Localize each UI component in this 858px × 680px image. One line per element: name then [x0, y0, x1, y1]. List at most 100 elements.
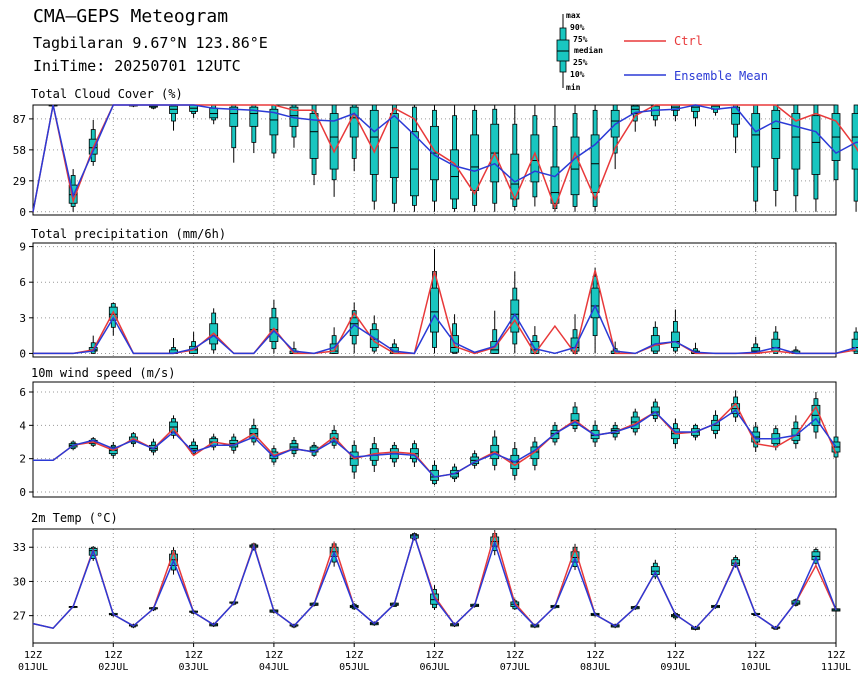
box-plot	[530, 105, 540, 207]
x-tick-hour: 12Z	[265, 650, 283, 661]
box-25-75	[108, 306, 118, 321]
y-tick-label: 58	[13, 144, 26, 157]
ensemble-mean-line	[32, 533, 837, 630]
x-tick-date: 08JUL	[580, 662, 610, 673]
box-series	[68, 530, 841, 631]
box-25-75	[269, 108, 279, 136]
legend-box-label: median	[574, 45, 603, 55]
y-tick-label: 27	[13, 610, 26, 623]
box-25-75	[851, 338, 858, 352]
panel-title: 2m Temp (°C)	[31, 511, 118, 525]
legend-box-label: 90%	[570, 23, 585, 32]
x-tick-date: 03JUL	[179, 662, 209, 673]
box-plot	[369, 104, 379, 210]
box-25-75	[751, 113, 761, 168]
x-tick-date: 04JUL	[259, 662, 289, 673]
box-25-75	[851, 113, 858, 170]
box-plot	[791, 104, 801, 212]
x-tick-hour: 12Z	[185, 650, 203, 661]
box-25-75	[430, 287, 439, 333]
box-plot	[289, 437, 299, 457]
box-plot	[550, 105, 560, 212]
y-tick-label: 9	[19, 241, 26, 254]
x-tick-hour: 12Z	[747, 650, 765, 661]
box-plot	[650, 104, 660, 127]
box-plot	[570, 402, 580, 432]
box-25-75	[309, 113, 319, 159]
box-25-75	[630, 105, 640, 114]
box-plot	[711, 410, 720, 439]
box-25-75	[510, 299, 520, 333]
box-plot	[189, 104, 199, 118]
box-plot	[349, 440, 359, 479]
x-tick-date: 06JUL	[419, 662, 449, 673]
box-plot	[169, 104, 178, 131]
y-tick-label: 6	[19, 276, 26, 289]
box-25-75	[570, 136, 580, 196]
x-tick-date: 01JUL	[18, 662, 48, 673]
box-plot	[249, 104, 259, 154]
y-tick-label: 29	[13, 175, 26, 188]
ctrl-line	[33, 270, 857, 356]
box-plot	[430, 105, 439, 212]
box-25-75	[169, 105, 178, 114]
box-25-75	[249, 106, 259, 127]
box-series	[88, 248, 858, 354]
x-tick-hour: 12Z	[586, 650, 604, 661]
y-tick-label: 0	[19, 206, 26, 219]
box-plot	[751, 104, 761, 212]
box-25-75	[771, 338, 781, 352]
box-25-75	[369, 109, 379, 175]
panel-4: 2m Temp (°C) 27 30 33	[13, 511, 841, 644]
box-plot	[289, 104, 299, 148]
box-25-75	[430, 469, 439, 481]
panel-2: Total precipitation (mm/6h) 0 3 6 9	[19, 227, 858, 360]
legend-box-label: max	[566, 11, 581, 20]
box-plot	[610, 104, 620, 170]
box-plot	[711, 104, 720, 116]
panels: Total Cloud Cover (%) 0 29 58 87 Total precip…	[13, 87, 858, 644]
box-plot	[831, 104, 841, 196]
box-plot	[771, 104, 781, 207]
ensemble-mean-line	[33, 409, 837, 478]
x-tick-date: 07JUL	[500, 662, 530, 673]
panel-1: Total Cloud Cover (%) 0 29 58 87	[13, 87, 858, 219]
box-plot	[269, 104, 279, 159]
box-plot	[269, 300, 279, 354]
y-tick-label: 0	[19, 347, 26, 360]
box-plot	[369, 315, 379, 354]
y-tick-label: 4	[19, 419, 26, 432]
box-plot	[610, 422, 620, 441]
box-plot	[691, 104, 700, 127]
box-25-75	[811, 115, 821, 175]
box-25-75	[470, 134, 480, 191]
init-time-label: IniTime: 20250701 12UTC	[33, 57, 241, 75]
y-tick-label: 87	[13, 113, 26, 126]
box-25-75	[349, 106, 359, 138]
box-plot	[510, 271, 520, 354]
y-tick-label: 33	[13, 541, 26, 554]
panel-3: 10m wind speed (m/s) 0 2 4 6	[19, 366, 841, 499]
box-25-75	[530, 134, 540, 183]
box-plot	[430, 248, 439, 354]
x-tick-hour: 12Z	[666, 650, 684, 661]
ensemble-mean-line	[32, 104, 858, 212]
x-tick-date: 05JUL	[339, 662, 369, 673]
box-25-75	[329, 113, 339, 170]
x-tick-hour: 12Z	[24, 650, 42, 661]
x-tick-hour: 12Z	[345, 650, 363, 661]
x-tick-hour: 12Z	[506, 650, 524, 661]
panel-title: Total precipitation (mm/6h)	[31, 227, 226, 241]
legend-box-label: 25%	[573, 58, 588, 67]
panel-frame	[32, 242, 837, 358]
panel-title: Total Cloud Cover (%)	[31, 87, 183, 101]
box-plot	[309, 104, 319, 186]
box-plot	[229, 104, 239, 163]
box-25-75	[650, 566, 660, 575]
ensemble-mean-line	[33, 304, 857, 355]
x-tick-hour: 12Z	[827, 650, 845, 661]
box-plot	[831, 607, 841, 613]
box-series	[48, 104, 858, 212]
x-tick-date: 09JUL	[660, 662, 690, 673]
